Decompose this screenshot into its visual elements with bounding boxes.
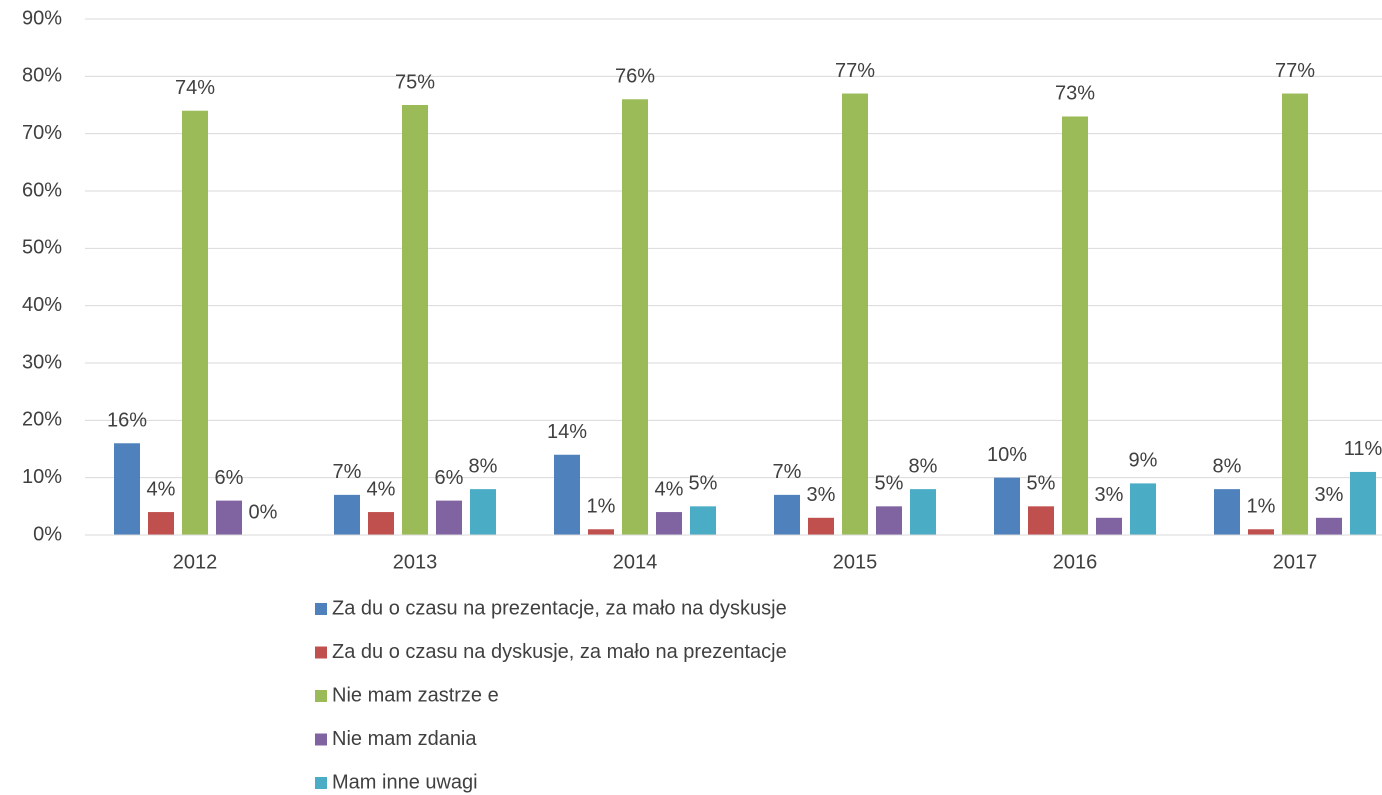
bar — [1130, 483, 1156, 535]
legend-label: Mam inne uwagi — [332, 771, 478, 793]
data-label: 8% — [909, 455, 938, 477]
legend-swatch — [315, 777, 327, 789]
x-tick-label: 2014 — [613, 551, 658, 573]
y-tick-label: 90% — [22, 7, 62, 29]
legend-swatch — [315, 733, 327, 746]
bar — [1214, 489, 1240, 535]
bar — [842, 93, 868, 536]
bar — [402, 105, 428, 535]
y-tick-label: 0% — [33, 523, 62, 545]
y-tick-label: 70% — [22, 122, 62, 144]
bar — [368, 512, 394, 535]
data-label: 7% — [333, 461, 362, 483]
legend-swatch — [315, 690, 327, 702]
legend-label: Nie mam zastrze e — [332, 684, 499, 706]
data-label: 16% — [107, 410, 147, 432]
bar — [656, 512, 682, 535]
data-label: 77% — [835, 60, 875, 82]
y-tick-label: 10% — [22, 466, 62, 488]
y-tick-label: 20% — [22, 409, 62, 431]
data-label: 5% — [689, 473, 718, 495]
data-label: 9% — [1129, 450, 1158, 472]
legend-swatch — [315, 646, 327, 659]
data-label: 1% — [587, 496, 616, 518]
data-label: 74% — [175, 77, 215, 99]
data-label: 76% — [615, 66, 655, 88]
y-tick-label: 80% — [22, 65, 62, 87]
legend-label: Za du o czasu na dyskusje, za mało na pr… — [332, 641, 787, 663]
bar — [876, 506, 902, 535]
bar — [436, 500, 462, 535]
data-label: 8% — [469, 455, 498, 477]
x-tick-label: 2017 — [1273, 551, 1318, 573]
bar — [1062, 116, 1088, 535]
y-tick-label: 40% — [22, 294, 62, 316]
data-label: 5% — [875, 473, 904, 495]
data-label: 14% — [547, 421, 587, 443]
data-label: 0% — [249, 501, 278, 523]
data-label: 4% — [147, 478, 176, 500]
data-label: 3% — [1315, 484, 1344, 506]
bar — [114, 443, 140, 535]
data-label: 11% — [1344, 438, 1382, 460]
bar — [1028, 506, 1054, 535]
data-label: 6% — [435, 467, 464, 489]
bar — [622, 99, 648, 536]
data-label: 3% — [807, 484, 836, 506]
data-label: 8% — [1213, 455, 1242, 477]
data-label: 75% — [395, 71, 435, 93]
data-label: 4% — [655, 478, 684, 500]
x-tick-label: 2012 — [173, 551, 218, 573]
bar — [1350, 471, 1376, 535]
data-label: 73% — [1055, 83, 1095, 105]
bar — [470, 489, 496, 535]
bar — [182, 110, 208, 535]
data-label: 4% — [367, 478, 396, 500]
bar — [774, 494, 800, 535]
data-label: 10% — [987, 444, 1027, 466]
y-tick-label: 30% — [22, 351, 62, 373]
data-label: 1% — [1247, 496, 1276, 518]
bar — [1282, 93, 1308, 536]
bar — [334, 494, 360, 535]
bar — [1248, 529, 1274, 535]
x-tick-label: 2016 — [1053, 551, 1098, 573]
data-label: 5% — [1027, 473, 1056, 495]
bar — [690, 506, 716, 535]
bar — [910, 489, 936, 535]
data-label: 7% — [773, 461, 802, 483]
bar — [994, 477, 1020, 535]
x-tick-label: 2015 — [833, 551, 878, 573]
bar — [1316, 517, 1342, 535]
data-label: 6% — [215, 467, 244, 489]
legend-label: Za du o czasu na prezentacje, za mało na… — [332, 597, 787, 619]
y-tick-label: 60% — [22, 179, 62, 201]
y-tick-label: 50% — [22, 237, 62, 259]
data-label: 77% — [1275, 60, 1315, 82]
bar — [216, 500, 242, 535]
bar — [808, 517, 834, 535]
legend-label: Nie mam zdania — [332, 728, 477, 750]
legend-swatch — [315, 603, 327, 615]
bar — [148, 512, 174, 535]
data-label: 3% — [1095, 484, 1124, 506]
bar — [554, 454, 580, 535]
bar — [1096, 517, 1122, 535]
bar — [588, 529, 614, 535]
x-tick-label: 2013 — [393, 551, 438, 573]
